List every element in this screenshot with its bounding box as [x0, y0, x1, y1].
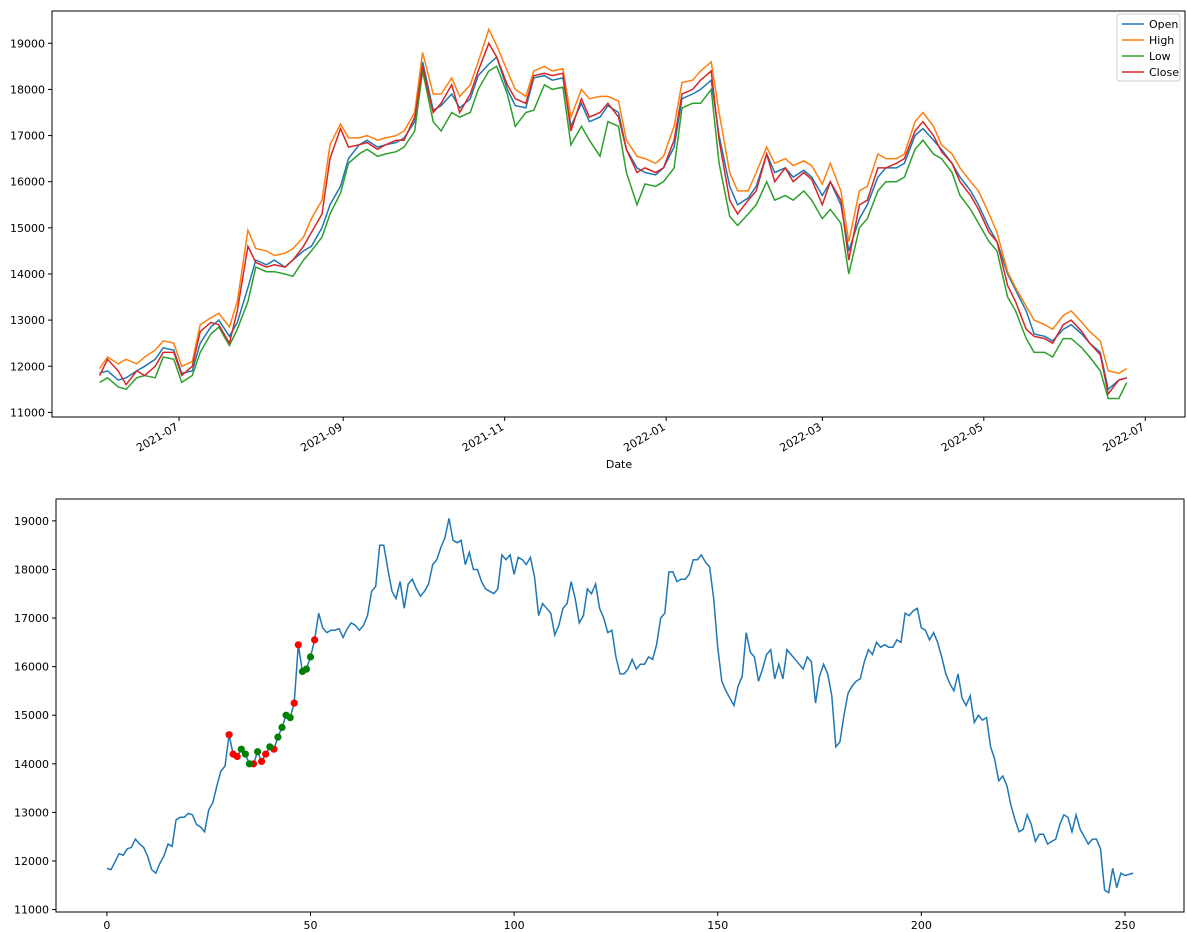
green-marker	[245, 760, 253, 768]
x-tick-label: 200	[911, 919, 932, 932]
y-tick-label: 13000	[10, 314, 45, 327]
green-marker	[274, 733, 282, 741]
x-tick-label: 2021-09	[298, 420, 344, 454]
series-line-close	[98, 41, 1128, 396]
legend-label-close: Close	[1149, 66, 1179, 79]
y-tick-label: 14000	[10, 268, 45, 281]
legend: Open High Low Close	[1116, 13, 1181, 82]
bottom-x-axis: 0 50 100 150 200 250	[103, 912, 1135, 932]
top-series-group	[98, 27, 1128, 400]
x-tick-label: 0	[103, 919, 110, 932]
legend-label-open: Open	[1149, 18, 1178, 31]
y-tick-label: 12000	[14, 855, 49, 868]
series-line-low	[99, 65, 1128, 400]
red-marker	[262, 750, 270, 758]
y-tick-label: 16000	[10, 176, 45, 189]
close-line	[106, 518, 1134, 894]
y-tick-label: 16000	[14, 661, 49, 674]
x-tick-label: 2021-11	[460, 420, 506, 454]
green-marker	[254, 748, 262, 756]
green-marker	[237, 745, 245, 753]
red-marker	[225, 731, 233, 739]
top-x-axis-label: Date	[606, 458, 633, 471]
red-marker	[311, 636, 319, 644]
y-tick-label: 15000	[14, 709, 49, 722]
y-tick-label: 18000	[14, 563, 49, 576]
y-tick-label: 15000	[10, 222, 45, 235]
y-tick-label: 19000	[14, 515, 49, 528]
y-tick-label: 13000	[14, 806, 49, 819]
y-tick-label: 17000	[10, 130, 45, 143]
top-y-axis: 11000 12000 13000 14000 15000 16000 17000 18000…	[10, 37, 52, 419]
green-marker	[286, 714, 294, 722]
y-tick-label: 17000	[14, 612, 49, 625]
x-tick-label: 2022-05	[939, 420, 985, 454]
red-marker	[233, 752, 241, 761]
bottom-markers-group	[225, 636, 319, 768]
y-tick-label: 19000	[10, 37, 45, 50]
red-marker	[258, 757, 266, 766]
green-marker	[278, 723, 286, 732]
series-line-high	[98, 27, 1128, 374]
x-tick-label: 100	[504, 919, 525, 932]
bottom-close-chart: 11000 12000 13000 14000 15000 16000 17000 18000…	[14, 498, 1185, 932]
green-marker	[306, 653, 315, 661]
x-tick-label: 2021-07	[134, 420, 180, 454]
y-tick-label: 18000	[10, 83, 45, 96]
y-tick-label: 11000	[10, 406, 45, 419]
top-plot-frame	[51, 10, 1186, 418]
x-tick-label: 2022-03	[778, 420, 824, 454]
x-tick-label: 2022-01	[621, 420, 667, 454]
bottom-series-group	[106, 518, 1134, 894]
legend-box	[1116, 13, 1181, 82]
bottom-y-axis: 11000 12000 13000 14000 15000 16000 17000 18000…	[14, 515, 56, 917]
red-marker	[294, 641, 302, 649]
red-marker	[290, 699, 298, 707]
y-tick-label: 11000	[14, 904, 49, 917]
top-ohlc-chart: 11000 12000 13000 14000 15000 16000 17000 18000…	[10, 10, 1186, 471]
bottom-plot-frame	[55, 498, 1185, 913]
y-tick-label: 12000	[10, 360, 45, 373]
legend-label-high: High	[1149, 34, 1174, 47]
x-tick-label: 50	[304, 919, 318, 932]
x-tick-label: 150	[707, 919, 728, 932]
top-x-axis: 2021-07 2021-09 2021-11 2022-01 2022-03 2022-…	[134, 417, 1147, 455]
series-line-open	[99, 55, 1128, 391]
y-tick-label: 14000	[14, 758, 49, 771]
x-tick-label: 2022-07	[1100, 420, 1146, 454]
x-tick-label: 250	[1114, 919, 1135, 932]
green-marker	[241, 750, 249, 758]
legend-label-low: Low	[1149, 50, 1171, 63]
green-marker	[302, 665, 310, 673]
green-marker	[266, 743, 274, 751]
